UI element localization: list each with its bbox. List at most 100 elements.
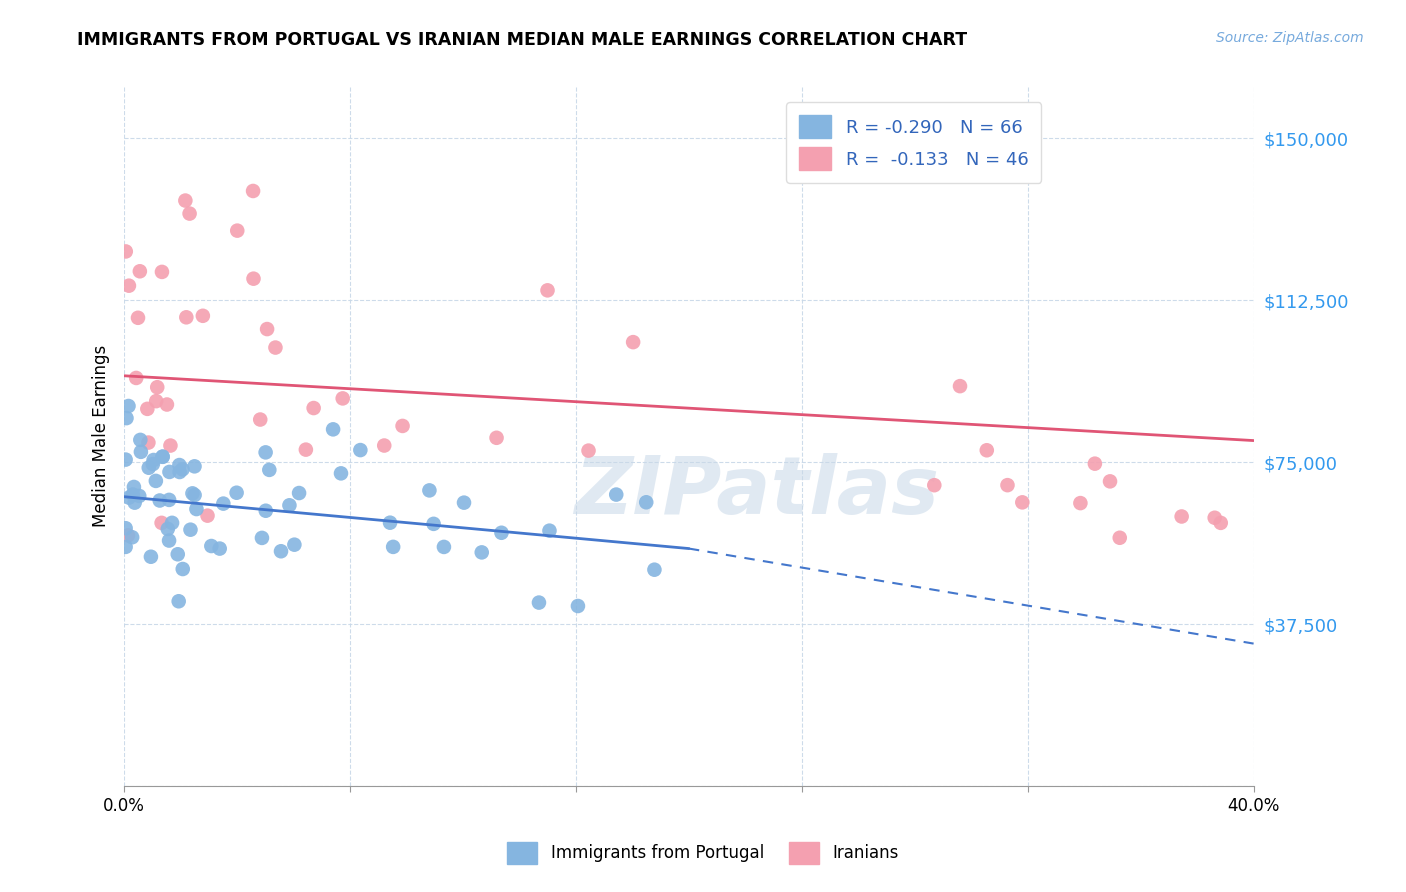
Point <box>578 443 600 458</box>
Point <box>122 480 145 494</box>
Point <box>471 545 494 559</box>
Point <box>200 539 222 553</box>
Point <box>485 431 508 445</box>
Point <box>1108 531 1130 545</box>
Point <box>138 460 160 475</box>
Text: IMMIGRANTS FROM PORTUGAL VS IRANIAN MEDIAN MALE EARNINGS CORRELATION CHART: IMMIGRANTS FROM PORTUGAL VS IRANIAN MEDI… <box>77 31 967 49</box>
Point <box>159 438 181 452</box>
Point <box>997 478 1019 492</box>
Point <box>373 438 395 452</box>
Point <box>167 594 190 608</box>
Point <box>179 206 201 220</box>
Point <box>453 496 475 510</box>
Point <box>278 498 301 512</box>
Point <box>129 445 152 459</box>
Point <box>152 450 174 464</box>
Point <box>129 433 152 447</box>
Point <box>169 458 191 472</box>
Point <box>145 474 167 488</box>
Point <box>283 538 305 552</box>
Point <box>643 563 665 577</box>
Point <box>259 463 281 477</box>
Point <box>179 523 201 537</box>
Point <box>191 309 214 323</box>
Point <box>226 224 249 238</box>
Point <box>1011 495 1033 509</box>
Point <box>527 596 550 610</box>
Point <box>157 492 180 507</box>
Point <box>156 522 179 536</box>
Point <box>149 493 172 508</box>
Point <box>433 540 456 554</box>
Point <box>166 547 188 561</box>
Point <box>174 194 197 208</box>
Point <box>157 533 180 548</box>
Point <box>418 483 440 498</box>
Point <box>169 465 191 479</box>
Point <box>121 530 143 544</box>
Point <box>128 489 150 503</box>
Point <box>117 399 139 413</box>
Point <box>125 371 148 385</box>
Point <box>349 443 371 458</box>
Point <box>124 496 146 510</box>
Point <box>1209 516 1232 530</box>
Point <box>302 401 325 415</box>
Point <box>183 488 205 502</box>
Point <box>422 516 444 531</box>
Point <box>621 335 644 350</box>
Point <box>150 516 173 530</box>
Text: ZIPatlas: ZIPatlas <box>574 453 939 532</box>
Point <box>1204 510 1226 524</box>
Point <box>1170 509 1192 524</box>
Point <box>295 442 318 457</box>
Point <box>567 599 589 613</box>
Point <box>208 541 231 556</box>
Point <box>128 264 150 278</box>
Point <box>1084 457 1107 471</box>
Point <box>536 283 558 297</box>
Text: Source: ZipAtlas.com: Source: ZipAtlas.com <box>1216 31 1364 45</box>
Point <box>159 465 181 479</box>
Point <box>605 487 627 501</box>
Point <box>212 497 235 511</box>
Point <box>288 486 311 500</box>
Point <box>114 540 136 554</box>
Point <box>118 278 141 293</box>
Point <box>121 487 143 501</box>
Point <box>150 265 173 279</box>
Point <box>636 495 658 509</box>
Point <box>1098 475 1121 489</box>
Point <box>118 491 141 505</box>
Point <box>264 341 287 355</box>
Point <box>172 462 194 476</box>
Point <box>332 392 354 406</box>
Point <box>172 562 194 576</box>
Point <box>256 322 278 336</box>
Point <box>249 412 271 426</box>
Point <box>270 544 292 558</box>
Point <box>242 271 264 285</box>
Point <box>197 508 219 523</box>
Point <box>225 485 247 500</box>
Point <box>114 452 136 467</box>
Point <box>139 549 162 564</box>
Point <box>183 459 205 474</box>
Point <box>491 525 513 540</box>
Point <box>976 443 998 458</box>
Point <box>156 397 179 411</box>
Point <box>114 521 136 535</box>
Point <box>146 380 169 394</box>
Point <box>138 435 160 450</box>
Point <box>1069 496 1091 510</box>
Point <box>949 379 972 393</box>
Point <box>186 502 208 516</box>
Point <box>242 184 264 198</box>
Point <box>127 310 149 325</box>
Point <box>160 516 183 530</box>
Point <box>254 445 277 459</box>
Point <box>330 467 353 481</box>
Point <box>538 524 561 538</box>
Point <box>142 453 165 467</box>
Point <box>254 504 277 518</box>
